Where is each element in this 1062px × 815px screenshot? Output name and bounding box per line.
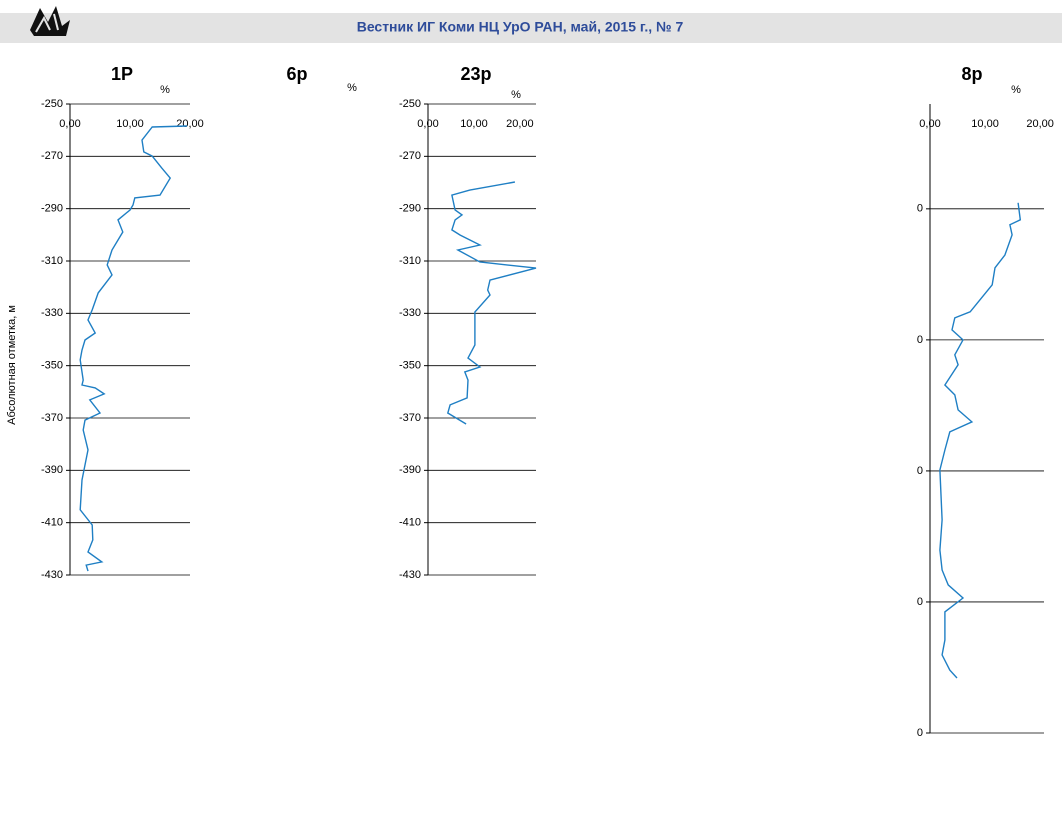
- y-tick-label: -390: [41, 464, 63, 476]
- chart-title: 1Р: [111, 64, 133, 84]
- x-tick-label: 20,00: [176, 118, 204, 130]
- chart-title: 23р: [460, 64, 491, 84]
- y-tick-label: -330: [399, 307, 421, 319]
- y-tick-label: 0: [917, 596, 923, 608]
- y-tick-label: 0: [917, 203, 923, 215]
- x-tick-label: 10,00: [971, 118, 999, 130]
- x-tick-label: 10,00: [116, 118, 144, 130]
- y-tick-label: -290: [41, 203, 63, 215]
- y-tick-label: -430: [41, 569, 63, 581]
- y-tick-label: -310: [399, 255, 421, 267]
- y-axis-label: Абсолютная отметка, м: [6, 305, 18, 425]
- x-axis-label: %: [160, 84, 170, 96]
- y-tick-label: -430: [399, 569, 421, 581]
- y-tick-label: -410: [399, 517, 421, 529]
- x-tick-label: 0,00: [417, 118, 438, 130]
- y-tick-label: -250: [41, 98, 63, 110]
- x-tick-label: 0,00: [59, 118, 80, 130]
- y-tick-label: -310: [41, 255, 63, 267]
- chart-title: 6р: [286, 64, 307, 84]
- y-tick-label: -390: [399, 464, 421, 476]
- y-tick-label: -350: [399, 360, 421, 372]
- y-tick-label: -270: [41, 150, 63, 162]
- data-line: [446, 181, 537, 425]
- y-tick-label: -250: [399, 98, 421, 110]
- journal-header: Вестник ИГ Коми НЦ УрО РАН, май, 2015 г.…: [357, 19, 684, 35]
- header-bar: [0, 13, 1062, 43]
- y-tick-label: 0: [917, 727, 923, 739]
- x-tick-label: 20,00: [506, 118, 534, 130]
- y-tick-label: -270: [399, 150, 421, 162]
- x-tick-label: 20,00: [1026, 118, 1054, 130]
- x-tick-label: 0,00: [919, 118, 940, 130]
- data-line: [79, 125, 188, 572]
- x-axis-label: %: [347, 82, 357, 94]
- data-line: [939, 202, 1022, 679]
- y-tick-label: -350: [41, 360, 63, 372]
- y-tick-label: -330: [41, 307, 63, 319]
- y-tick-label: -290: [399, 203, 421, 215]
- chart-title: 8р: [961, 64, 982, 84]
- y-tick-label: -370: [41, 412, 63, 424]
- x-tick-label: 10,00: [460, 118, 488, 130]
- logo: [30, 6, 70, 36]
- x-axis-label: %: [511, 89, 521, 101]
- y-tick-label: -370: [399, 412, 421, 424]
- y-tick-label: -410: [41, 517, 63, 529]
- y-tick-label: 0: [917, 465, 923, 477]
- y-tick-label: 0: [917, 334, 923, 346]
- x-axis-label: %: [1011, 84, 1021, 96]
